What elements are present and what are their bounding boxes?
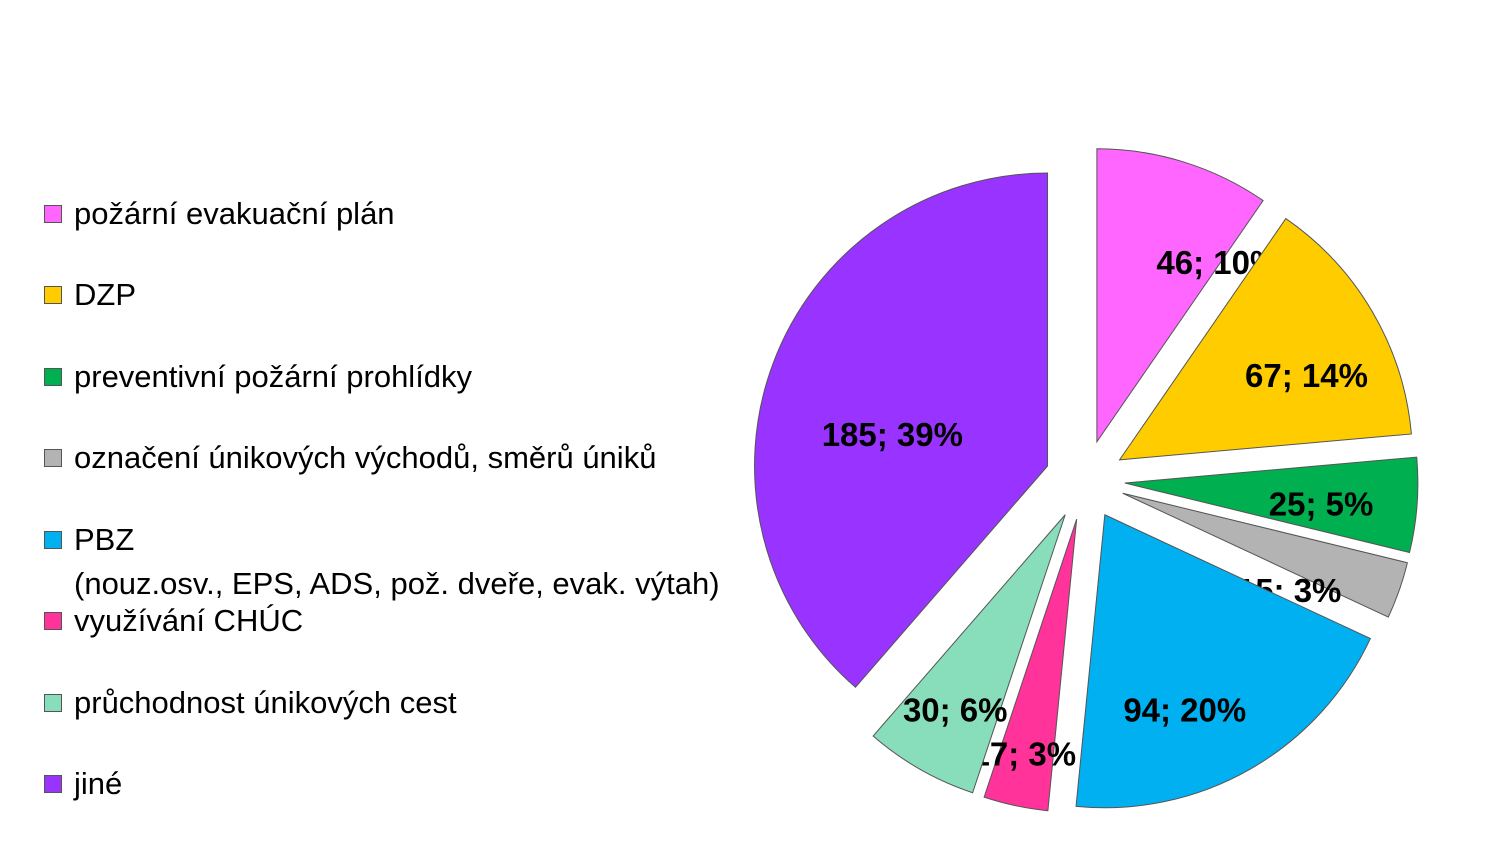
slice-data-label: 67; 14% xyxy=(1245,357,1368,394)
legend-swatch xyxy=(44,531,62,549)
legend-swatch xyxy=(44,612,62,630)
legend-item: využívání CHÚC xyxy=(44,599,303,643)
slice-data-label: 94; 20% xyxy=(1123,691,1246,728)
legend-item: preventivní požární prohlídky xyxy=(44,355,472,399)
legend-label: preventivní požární prohlídky xyxy=(74,359,473,394)
legend-label: využívání CHÚC xyxy=(74,603,304,638)
pie-slice xyxy=(1124,456,1419,554)
legend-label: PBZ (nouz.osv., EPS, ADS, pož. dveře, ev… xyxy=(74,522,720,601)
legend-label: označení únikových východů, směrů úniků xyxy=(74,440,657,475)
slice-data-label: 25; 5% xyxy=(1269,485,1374,522)
legend-item: DZP xyxy=(44,273,136,317)
pie-slice xyxy=(754,172,1049,688)
legend-swatch xyxy=(44,449,62,467)
legend-label: průchodnost únikových cest xyxy=(74,685,457,720)
legend-item: označení únikových východů, směrů úniků xyxy=(44,436,656,480)
slice-data-label: 185; 39% xyxy=(822,416,963,453)
legend-label: DZP xyxy=(74,277,136,312)
legend-item: jiné xyxy=(44,762,122,806)
legend-item: požární evakuační plán xyxy=(44,192,395,236)
legend-item: průchodnost únikových cest xyxy=(44,681,457,725)
legend-label: požární evakuační plán xyxy=(74,196,395,231)
legend-swatch xyxy=(44,694,62,712)
pie-slice xyxy=(1075,513,1372,809)
pie-slice xyxy=(1096,148,1264,444)
pie-slice xyxy=(872,514,1066,794)
legend-swatch xyxy=(44,368,62,386)
pie-slice xyxy=(1122,492,1408,618)
slice-data-label: 30; 6% xyxy=(903,691,1008,728)
legend-swatch xyxy=(44,205,62,223)
pie-slice xyxy=(1118,217,1412,461)
legend-label: jiné xyxy=(74,766,123,801)
legend-swatch xyxy=(44,775,62,793)
legend-swatch xyxy=(44,286,62,304)
legend-item: PBZ (nouz.osv., EPS, ADS, pož. dveře, ev… xyxy=(44,518,720,606)
pie-slice xyxy=(983,518,1078,812)
